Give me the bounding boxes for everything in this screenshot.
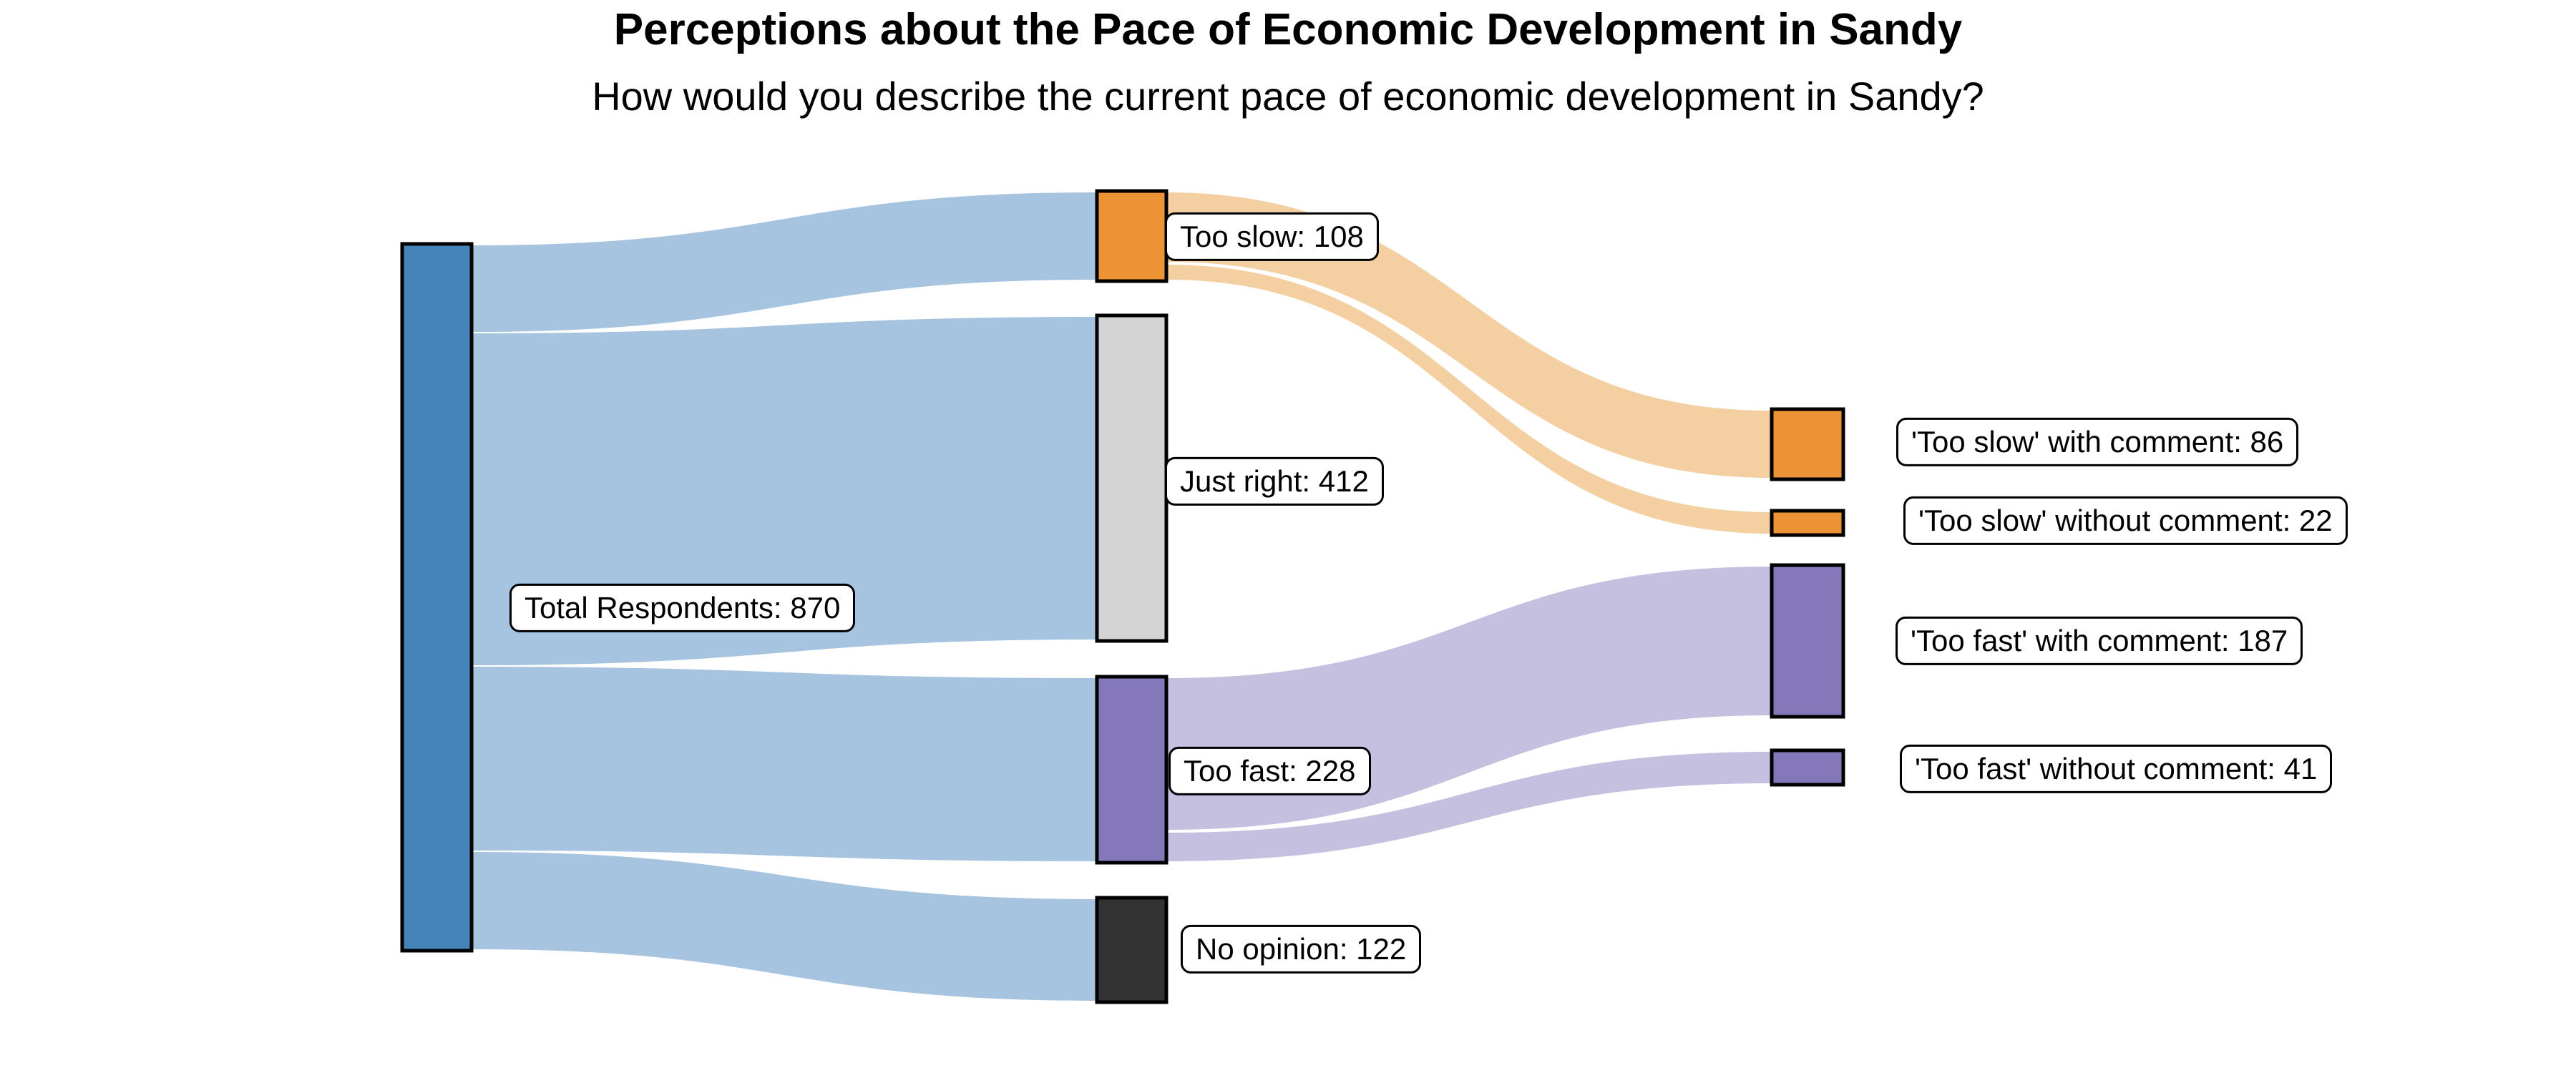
- sankey-node-ts_without: [1770, 509, 1845, 537]
- sankey-node-tf_with: [1770, 563, 1845, 719]
- label-too-fast-with-comment: 'Too fast' with comment: 187: [1896, 616, 2303, 666]
- label-too-fast-without-comment: 'Too fast' without comment: 41: [1900, 744, 2333, 794]
- sankey-node-ts_with: [1770, 407, 1845, 481]
- sankey-node-too_slow: [1095, 189, 1169, 283]
- sankey-link-too_fast-tf_without: [1166, 752, 1772, 861]
- sankey-node-tf_without: [1770, 748, 1845, 787]
- sankey-node-no_opinion: [1095, 896, 1169, 1004]
- label-no-opinion: No opinion: 122: [1181, 924, 1422, 974]
- sankey-link-too_slow-ts_without: [1166, 265, 1772, 534]
- sankey-node-too_fast: [1095, 675, 1169, 865]
- label-too-slow: Too slow: 108: [1165, 212, 1379, 262]
- sankey-link-total-no_opinion: [472, 852, 1097, 1001]
- sankey-node-total: [400, 242, 474, 953]
- sankey-link-total-too_slow: [472, 192, 1097, 332]
- label-too-slow-without-comment: 'Too slow' without comment: 22: [1903, 496, 2348, 546]
- sankey-link-total-just_right: [472, 317, 1097, 665]
- label-total-respondents: Total Respondents: 870: [509, 583, 856, 633]
- chart-subtitle: How would you describe the current pace …: [592, 74, 1984, 119]
- sankey-link-too_slow-ts_with: [1166, 192, 1772, 478]
- label-too-slow-with-comment: 'Too slow' with comment: 86: [1896, 417, 2299, 467]
- sankey-link-total-too_fast: [472, 667, 1097, 861]
- sankey-node-just_right: [1095, 313, 1169, 643]
- label-too-fast: Too fast: 228: [1169, 746, 1371, 796]
- label-just-right: Just right: 412: [1165, 456, 1384, 506]
- chart-title: Perceptions about the Pace of Economic D…: [613, 5, 1963, 54]
